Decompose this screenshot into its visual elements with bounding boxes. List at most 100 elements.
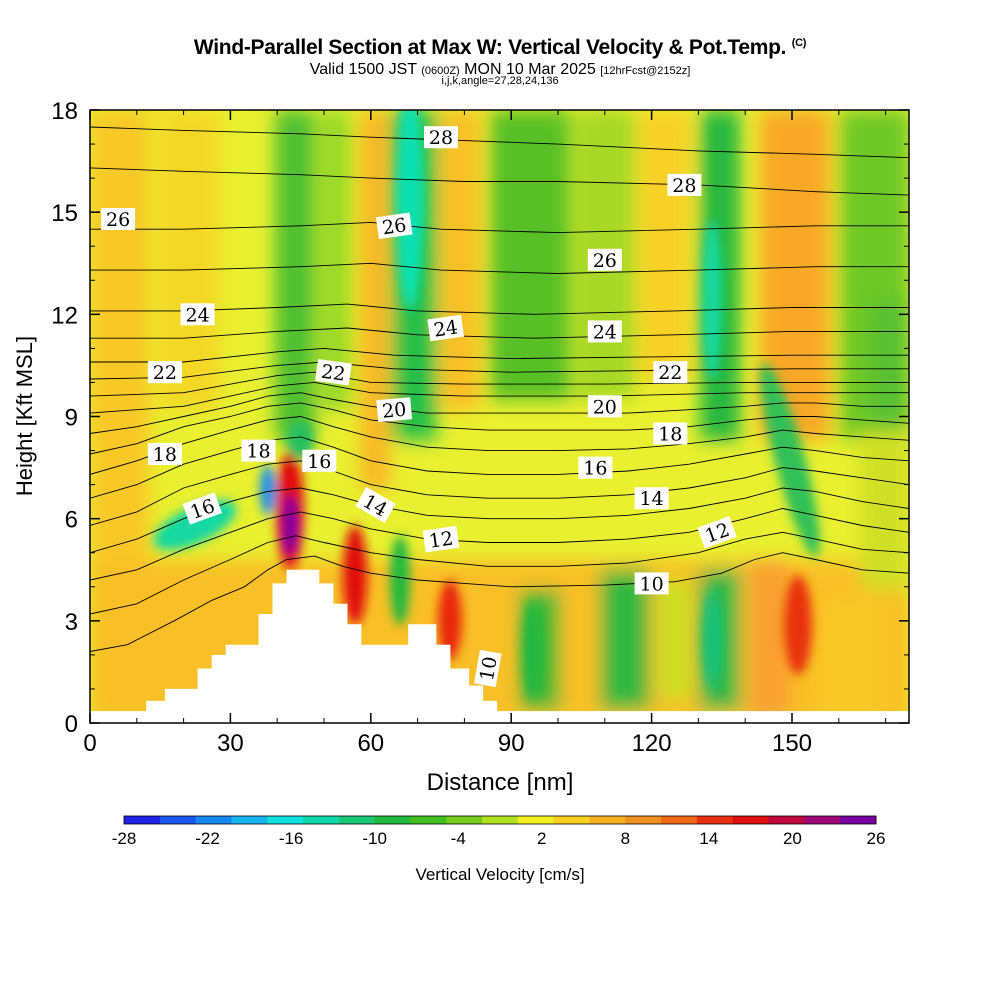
contour-label-text: 26 xyxy=(106,209,130,231)
x-tick-label: 90 xyxy=(498,730,525,757)
contour-label-text: 22 xyxy=(658,362,682,384)
field-cores xyxy=(153,110,820,700)
contour-label: 18 xyxy=(241,439,276,463)
contour-label: 10 xyxy=(474,649,502,688)
colorbar-tick-label: -28 xyxy=(112,829,137,848)
y-tick-label: 6 xyxy=(65,507,78,534)
colorbar-swatch xyxy=(804,816,841,824)
y-tick-label: 9 xyxy=(65,405,78,432)
contour-label: 26 xyxy=(375,212,413,239)
contour-label-text: 14 xyxy=(640,488,664,510)
contour-label: 24 xyxy=(427,314,465,342)
contour-label: 22 xyxy=(653,361,688,384)
colorbar-swatch xyxy=(159,816,197,824)
vertical-velocity-field xyxy=(90,110,909,723)
x-tick-label: 0 xyxy=(83,730,96,757)
colorbar-swatch xyxy=(589,816,626,824)
x-tick-label: 150 xyxy=(772,730,812,757)
y-tick-label: 0 xyxy=(65,711,78,738)
contour-label: 16 xyxy=(302,449,337,473)
colorbar-swatch xyxy=(768,816,805,824)
contour-label: 24 xyxy=(180,303,215,326)
contour-label: 16 xyxy=(182,492,223,525)
colorbar-tick-label: 20 xyxy=(783,829,802,848)
y-tick-label: 3 xyxy=(65,609,78,636)
chart-title-text: Wind-Parallel Section at Max W: Vertical… xyxy=(193,36,787,59)
contour-label: 24 xyxy=(587,320,622,343)
contour-label-text: 18 xyxy=(658,424,682,446)
isentrope-17 xyxy=(90,402,909,455)
x-tick-label: 120 xyxy=(632,730,672,757)
colorbar-tick-label: 8 xyxy=(621,829,630,848)
isentrope-27 xyxy=(90,167,909,196)
colorbar-swatch xyxy=(303,816,340,824)
contour-label-text: 22 xyxy=(153,362,177,384)
y-axis: 0 3 6 9 12 15 18 xyxy=(51,98,909,738)
chart-subtitle: Valid 1500 JST (0600Z) MON 10 Mar 2025 [… xyxy=(0,61,1000,79)
isentrope-23 xyxy=(90,327,909,339)
contour-label-text: 24 xyxy=(186,304,210,326)
contour-label-text: 10 xyxy=(640,573,664,595)
isentrope-16 xyxy=(90,416,909,475)
contour-label: 28 xyxy=(667,173,702,197)
grid-indices: i,j,k,angle=27,28,24,136 xyxy=(441,75,559,87)
colorbar-swatch xyxy=(696,816,734,824)
x-axis: 0 30 60 90 120 150 xyxy=(83,110,887,757)
colorbar-tick-label: -4 xyxy=(451,829,466,848)
contour-label: 10 xyxy=(634,572,669,595)
y-tick-label: 18 xyxy=(51,98,78,125)
contour-label: 18 xyxy=(147,443,182,466)
colorbar-frame xyxy=(123,815,877,825)
y-axis-label: Height [Kft MSL] xyxy=(12,336,37,496)
contour-label: 28 xyxy=(424,126,458,149)
isentrope-15 xyxy=(90,436,909,499)
contour-label-text: 16 xyxy=(583,458,607,480)
contour-label-text: 18 xyxy=(246,441,270,463)
contour-label-text: 28 xyxy=(672,175,696,197)
contour-label: 26 xyxy=(587,248,622,272)
contour-label-text: 10 xyxy=(476,655,502,683)
colorbar-swatch xyxy=(338,816,376,824)
contour-label-text: 22 xyxy=(320,361,347,386)
contour-label: 22 xyxy=(315,358,352,386)
isentrope-18 xyxy=(90,392,909,434)
contour-label-text: 24 xyxy=(432,316,459,341)
isentrope-28 xyxy=(90,126,909,159)
colorbar-swatch xyxy=(840,816,877,824)
colorbar-swatch xyxy=(482,816,519,824)
contour-label-text: 26 xyxy=(381,214,408,239)
isentrope-22 xyxy=(90,347,909,363)
colorbar-swatch xyxy=(195,816,232,824)
colorbar: -28 -22 -16 -10 -4 2 8 14 20 26 xyxy=(112,815,885,848)
isentrope-24 xyxy=(90,303,909,315)
contour-label: 20 xyxy=(587,395,622,418)
colorbar-swatch xyxy=(267,816,304,824)
isentrope-11 xyxy=(90,531,909,615)
colorbar-tick-label: -10 xyxy=(362,829,387,848)
y-tick-label: 12 xyxy=(51,302,78,329)
isentrope-25 xyxy=(90,262,909,274)
contour-label-text: 20 xyxy=(381,399,407,423)
field-bands xyxy=(90,110,909,723)
colorbar-swatch xyxy=(124,816,161,824)
colorbar-swatch xyxy=(553,816,591,824)
x-axis-label: Distance [nm] xyxy=(427,769,574,796)
contour-label-text: 26 xyxy=(593,250,617,272)
isentrope-20 xyxy=(90,371,909,397)
colorbar-tick-label: 2 xyxy=(537,829,546,848)
contour-label-text: 12 xyxy=(428,528,455,553)
colorbar-tick-label: -22 xyxy=(195,829,220,848)
contour-label: 20 xyxy=(376,397,413,423)
colorbar-tick-label: -16 xyxy=(279,829,304,848)
valid-utc: (0600Z) xyxy=(421,65,460,77)
x-tick-label: 30 xyxy=(217,730,244,757)
y-tick-label: 15 xyxy=(51,200,78,227)
colorbar-swatch xyxy=(231,816,268,824)
contour-label: 12 xyxy=(422,525,460,553)
colorbar-swatch xyxy=(625,816,662,824)
colorbar-label: Vertical Velocity [cm/s] xyxy=(415,865,584,884)
contour-label: 16 xyxy=(578,456,613,480)
terrain-profile xyxy=(90,569,909,723)
contour-label: 18 xyxy=(653,422,688,446)
